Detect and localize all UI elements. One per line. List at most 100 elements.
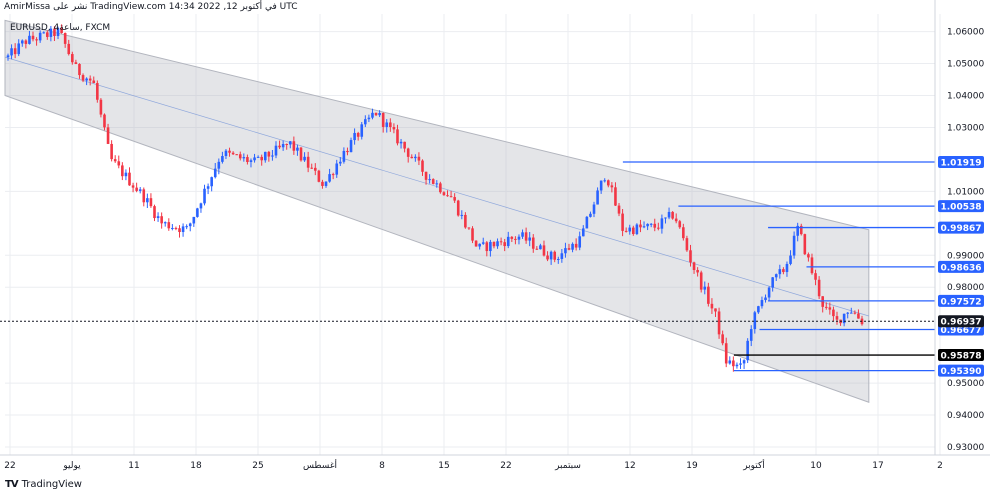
candle-body	[832, 309, 835, 317]
candle-body	[814, 273, 817, 280]
candle-body	[203, 188, 206, 204]
candle-body	[42, 32, 46, 34]
candle-body	[424, 171, 428, 180]
candle-body	[464, 214, 467, 228]
price-label-box[interactable]	[938, 155, 984, 168]
candle-body	[828, 307, 832, 310]
candle-body	[521, 232, 524, 237]
candle-body	[421, 160, 424, 172]
candle-body	[757, 306, 760, 313]
candle-body	[467, 227, 471, 229]
price-label: 0.95390	[941, 367, 982, 377]
candle-body	[560, 253, 564, 259]
price-label-box[interactable]	[938, 349, 984, 362]
candle-body	[749, 329, 753, 341]
y-tick-label: 1.04000	[947, 91, 984, 101]
candle-body	[803, 234, 807, 255]
candle-body	[35, 39, 38, 41]
candle-body	[28, 35, 31, 44]
candle-body	[435, 183, 439, 185]
y-tick-label: 1.05000	[947, 60, 984, 70]
x-tick-label: أكتوبر	[742, 459, 765, 471]
price-label: 0.95878	[941, 352, 982, 362]
candle-body	[364, 119, 367, 125]
candle-body	[714, 308, 717, 312]
candle-body	[160, 216, 163, 224]
candle-body	[503, 242, 506, 247]
candle-body	[249, 160, 253, 163]
candle-body	[67, 43, 71, 55]
candle-body	[603, 180, 607, 182]
candle-body	[221, 156, 224, 162]
candle-body	[699, 272, 703, 290]
candle-body	[628, 227, 632, 232]
candle-body	[514, 238, 517, 240]
candle-body	[328, 174, 331, 182]
candle-body	[778, 269, 782, 275]
candle-body	[853, 312, 857, 314]
candle-body	[192, 216, 196, 224]
candle-body	[553, 251, 557, 260]
x-tick-label: أغسطس	[303, 459, 337, 471]
price-label-box[interactable]	[938, 294, 984, 307]
candle-body	[310, 167, 314, 169]
candle-body	[385, 122, 389, 127]
candle-body	[313, 167, 317, 171]
candle-body	[639, 224, 642, 228]
candle-body	[489, 241, 492, 252]
candle-body	[306, 156, 310, 168]
candle-body	[571, 243, 574, 250]
x-tick-label: 22	[4, 461, 15, 471]
candle-body	[378, 112, 381, 116]
candle-body	[103, 114, 106, 128]
price-label-box[interactable]	[938, 200, 984, 213]
price-label-box[interactable]	[938, 315, 984, 328]
candle-body	[692, 262, 696, 270]
candle-body	[746, 340, 749, 361]
x-tick-label: 25	[252, 461, 263, 471]
symbol-legend[interactable]: EURUSD, ساعة4, FXCM	[10, 23, 111, 33]
candle-body	[496, 241, 499, 247]
candle-body	[96, 83, 99, 100]
candle-body	[485, 242, 489, 252]
price-label-box[interactable]	[938, 221, 984, 234]
candle-body	[128, 172, 131, 186]
candle-body	[242, 157, 246, 159]
candle-body	[474, 240, 478, 247]
candle-body	[431, 179, 435, 184]
candle-body	[724, 343, 728, 364]
candle-body	[110, 143, 113, 160]
candle-body	[624, 230, 628, 232]
candle-body	[99, 99, 103, 115]
candle-body	[17, 43, 21, 55]
price-label: 0.96937	[941, 318, 982, 328]
candle-body	[428, 179, 431, 181]
tradingview-logo[interactable]: TV TradingView	[5, 479, 82, 490]
candle-body	[63, 32, 67, 44]
candle-body	[174, 227, 178, 229]
candle-body	[614, 187, 617, 206]
y-tick-label: 0.95000	[947, 379, 984, 389]
candle-body	[156, 216, 160, 219]
price-label-box[interactable]	[938, 260, 984, 273]
candle-body	[567, 248, 571, 250]
candle-body	[660, 218, 664, 229]
y-tick-label: 0.94000	[947, 411, 984, 421]
regression-channel[interactable]	[4, 19, 870, 403]
candle-body	[607, 180, 610, 186]
x-tick-label: سبتمبر	[554, 461, 581, 471]
candle-body	[213, 168, 217, 178]
price-label: 0.99867	[941, 224, 982, 234]
x-tick-label: 15	[438, 461, 449, 471]
candle-body	[657, 227, 660, 229]
candle-body	[199, 203, 203, 209]
candle-body	[149, 198, 153, 207]
candle-body	[849, 312, 853, 314]
candle-body	[478, 243, 481, 247]
price-label-box[interactable]	[938, 364, 984, 377]
candle-body	[13, 48, 17, 55]
candle-body	[31, 35, 35, 40]
candle-body	[539, 245, 542, 250]
price-label: 0.98636	[941, 263, 982, 273]
